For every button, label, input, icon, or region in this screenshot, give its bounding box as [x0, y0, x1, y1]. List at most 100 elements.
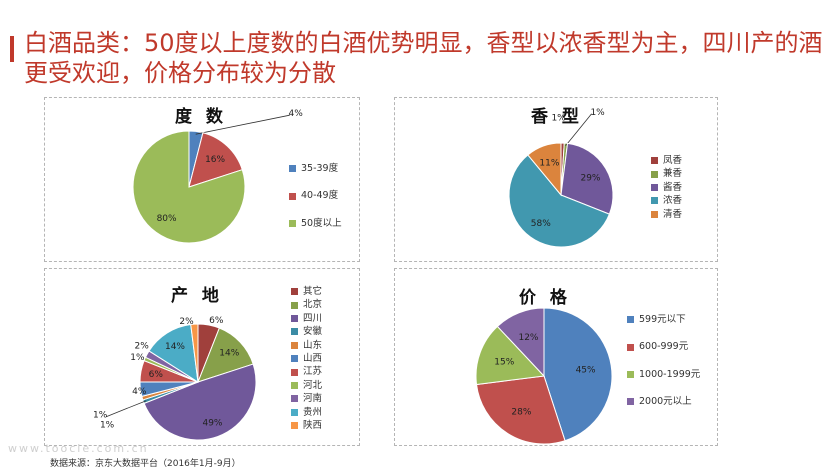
data-label-11: 2%: [179, 317, 194, 327]
legend-item-4: 浓香: [651, 194, 682, 207]
legend-label: 599元以下: [639, 314, 686, 325]
chart-title-origin: 产 地: [171, 286, 223, 306]
data-label-3: 49%: [202, 418, 222, 428]
legend-swatch: [291, 355, 298, 363]
legend-label: 35-39度: [301, 163, 339, 174]
legend-label: 其它: [303, 286, 323, 297]
data-label-5: 11%: [539, 159, 559, 169]
data-label-2: 16%: [205, 155, 225, 165]
leader-line-1: [195, 114, 290, 135]
data-label-2: 1%: [590, 108, 605, 118]
legend-item-9: 河南: [291, 392, 322, 405]
legend-swatch: [627, 343, 634, 351]
legend-swatch: [651, 197, 658, 205]
data-label-2: 14%: [219, 349, 239, 359]
pie-slice-2: [475, 375, 566, 445]
legend-label: 1000-1999元: [639, 368, 701, 380]
legend-swatch: [627, 371, 634, 379]
legend-label: 兼香: [663, 168, 683, 180]
chart-title-degree: 度 数: [175, 107, 227, 127]
legend-label: 北京: [303, 299, 323, 311]
legend-swatch: [291, 368, 298, 376]
legend-item-2: 兼香: [651, 167, 682, 180]
legend-item-10: 贵州: [291, 406, 322, 419]
pie-degree: 4% 16% 80%: [132, 109, 304, 244]
data-label-4: 58%: [531, 219, 551, 229]
legend-degree: 35-39度 40-49度 50度以上: [289, 162, 342, 244]
data-label-3: 80%: [157, 214, 177, 224]
legend-item-4: 2000元以上: [627, 395, 700, 408]
data-label-4: 1%: [93, 411, 108, 421]
legend-label: 江苏: [303, 366, 323, 378]
pie-origin: 6%14%49%1%1%4%6%1%2% 14%2%: [93, 316, 257, 441]
pie-slice-3: [143, 363, 257, 441]
legend-label: 安徽: [303, 326, 323, 338]
watermark: www.toocle.com.cn: [8, 442, 149, 455]
pie-price: 45% 28% 15% 12%: [475, 307, 613, 445]
legend-item-3: 50度以上: [289, 217, 342, 230]
legend-item-8: 河北: [291, 379, 322, 392]
data-label-3: 15%: [494, 358, 514, 368]
legend-label: 山西: [303, 353, 323, 365]
data-label-9: 2%: [135, 342, 150, 352]
leader-line-2: [565, 113, 592, 147]
chart-panel-aroma: 香 型 1% 1% 29% 58% 11% 凤香兼香 酱香浓香 清香: [394, 97, 718, 262]
data-label-7: 6%: [149, 370, 164, 380]
legend-item-2: 600-999元: [627, 340, 700, 353]
legend-item-2: 北京: [291, 298, 322, 311]
chart-panel-price: 价 格 45% 28% 15% 12% 599元以下 600-999元 1000-1999…: [394, 268, 718, 446]
legend-swatch: [651, 170, 658, 178]
pie-slice-3: [560, 142, 614, 215]
source-note: 数据来源：京东大数据平台（2016年1月-9月）: [50, 459, 241, 469]
page-headline: 白酒品类：50度以上度数的白酒优势明显，香型以浓香型为主，四川产的酒更受欢迎，价…: [24, 29, 823, 87]
data-label-2: 28%: [511, 408, 531, 418]
data-label-1: 1%: [551, 114, 566, 124]
legend-item-3: 四川: [291, 312, 322, 325]
legend-swatch: [291, 301, 298, 309]
pie-slice-1: [543, 307, 613, 442]
legend-swatch: [289, 165, 296, 173]
legend-label: 浓香: [663, 195, 683, 207]
legend-label: 贵州: [303, 406, 323, 418]
legend-label: 50度以上: [301, 217, 342, 229]
legend-item-1: 599元以下: [627, 313, 700, 326]
data-label-1: 4%: [289, 109, 304, 119]
legend-swatch: [291, 328, 298, 336]
legend-label: 40-49度: [301, 190, 339, 202]
legend-item-1: 凤香: [651, 154, 682, 167]
legend-price: 599元以下 600-999元 1000-1999元 2000元以上: [627, 313, 700, 423]
legend-label: 凤香: [663, 155, 683, 166]
legend-item-2: 40-49度: [289, 189, 342, 202]
legend-swatch: [291, 395, 298, 403]
chart-title-aroma: 香 型: [531, 107, 583, 127]
legend-label: 清香: [663, 208, 683, 220]
legend-swatch: [291, 341, 298, 349]
legend-swatch: [651, 157, 658, 165]
legend-origin: 其它北京 四川 安徽 山东山西 江苏 河北 河南 贵州 陕西: [291, 285, 322, 432]
legend-label: 山东: [303, 339, 323, 351]
pie-slice-10: [148, 323, 199, 383]
pie-aroma: 1% 1% 29% 58% 11%: [508, 108, 614, 248]
data-label-4: 12%: [518, 333, 538, 343]
pie-slice-5: [527, 142, 562, 197]
legend-item-11: 陕西: [291, 419, 322, 432]
legend-swatch: [627, 398, 634, 406]
legend-label: 河南: [303, 393, 323, 405]
legend-swatch: [651, 184, 658, 192]
pie-slice-3: [475, 325, 546, 386]
data-label-8: 1%: [130, 353, 145, 363]
legend-label: 酱香: [663, 181, 683, 193]
legend-item-1: 35-39度: [289, 162, 342, 175]
data-label-1: 45%: [576, 365, 596, 375]
data-label-10: 14%: [165, 342, 185, 352]
legend-swatch: [291, 315, 298, 323]
legend-swatch: [291, 408, 298, 416]
data-label-1: 6%: [209, 316, 224, 326]
data-label-3: 29%: [580, 174, 600, 184]
legend-swatch: [627, 316, 634, 324]
chart-title-price: 价 格: [519, 288, 571, 308]
legend-swatch: [291, 382, 298, 390]
chart-panel-degree: 度 数 4% 16% 80% 35-39度 40-49度 50度以上: [44, 97, 360, 262]
headline-accent-bar: [10, 36, 14, 62]
data-label-5: 1%: [100, 420, 115, 430]
